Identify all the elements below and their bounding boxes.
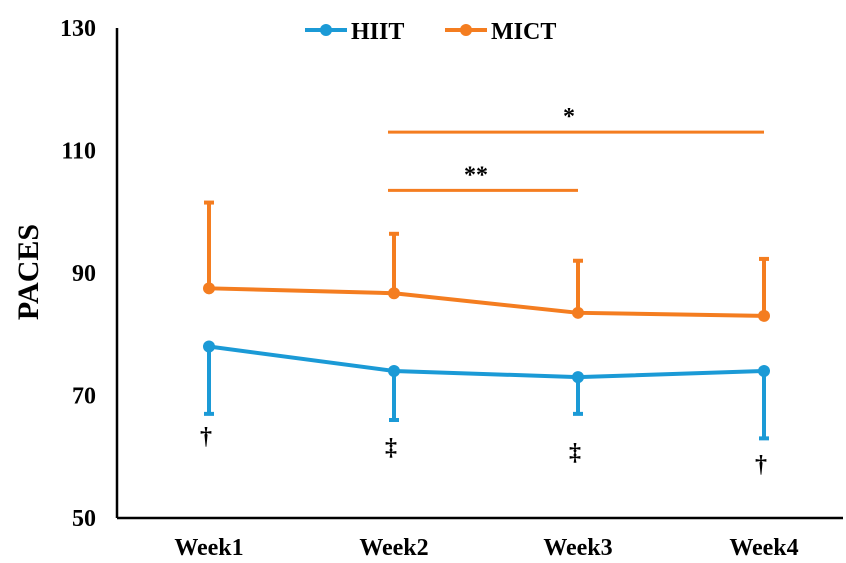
series-line-hiit xyxy=(208,344,765,380)
significance-marker: ‡ xyxy=(569,440,581,466)
data-point-hiit xyxy=(388,365,400,377)
data-point-hiit xyxy=(758,365,770,377)
data-point-hiit xyxy=(572,371,584,384)
legend: HIIT MICT xyxy=(305,19,556,45)
data-point-mict xyxy=(388,287,400,300)
legend-label-mict: MICT xyxy=(491,19,556,45)
significance-marker: † xyxy=(200,424,212,450)
y-tick-label: 50 xyxy=(72,506,96,532)
series-line-mict xyxy=(208,286,765,318)
y-tick-label: 110 xyxy=(61,139,96,165)
series-hiit: † ‡ ‡ † xyxy=(200,340,770,478)
significance-marker: ‡ xyxy=(385,435,397,461)
data-point-mict xyxy=(203,282,215,295)
y-tick-label: 90 xyxy=(72,261,96,287)
data-point-mict xyxy=(572,306,584,319)
significance-marker: † xyxy=(755,452,767,478)
x-tick-label: Week4 xyxy=(729,535,798,561)
data-point-hiit xyxy=(203,340,215,353)
significance-bars: *** xyxy=(388,104,764,192)
legend-marker-hiit xyxy=(320,24,332,36)
legend-marker-mict xyxy=(460,24,472,36)
y-tick-label: 130 xyxy=(60,16,96,42)
y-tick-label: 70 xyxy=(72,384,96,410)
significance-label: * xyxy=(563,104,575,130)
y-axis-title: PACES xyxy=(12,224,45,320)
series-mict xyxy=(203,200,770,322)
x-tick-label: Week3 xyxy=(543,535,612,561)
legend-label-hiit: HIIT xyxy=(351,19,404,45)
significance-label: ** xyxy=(464,162,488,188)
axes: 50 70 90 110 130 Week1 Week2 Week3 Week4 xyxy=(60,16,843,561)
series-layer: † ‡ ‡ † xyxy=(200,200,770,478)
data-point-mict xyxy=(758,309,770,322)
x-tick-label: Week1 xyxy=(174,535,243,561)
x-tick-label: Week2 xyxy=(359,535,428,561)
